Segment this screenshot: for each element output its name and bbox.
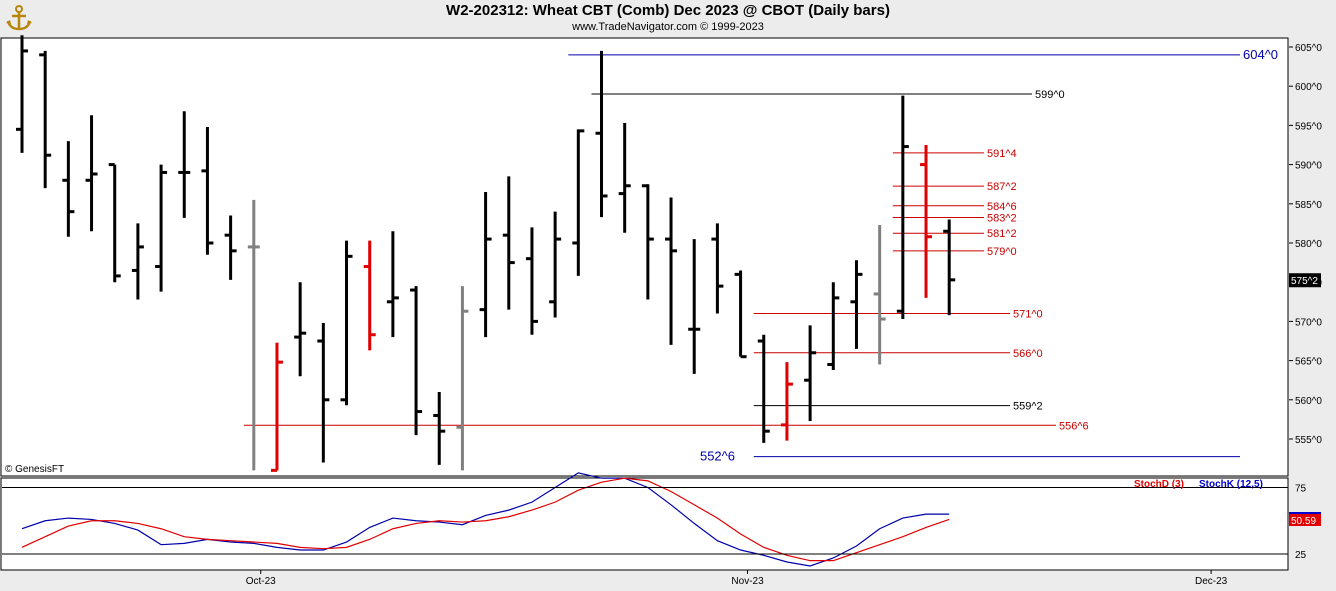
- date-tick-label: Oct-23: [246, 576, 276, 587]
- price-tick-label: 585^0: [1295, 200, 1322, 211]
- legend-stochk: StochK (12,5): [1199, 479, 1263, 490]
- level-label: 579^0: [987, 246, 1017, 258]
- level-label: 587^2: [987, 181, 1017, 193]
- copyright-label: © GenesisFT: [5, 464, 64, 475]
- price-tick-label: 570^0: [1295, 317, 1322, 328]
- level-label: 552^6: [700, 449, 735, 464]
- stochastic-panel: [0, 477, 1289, 571]
- date-axis: Oct-23 Nov-23 Dec-23: [246, 570, 1228, 587]
- chart-subtitle: www.TradeNavigator.com © 1999-2023: [572, 21, 764, 33]
- price-tick-label: 555^0: [1295, 435, 1322, 446]
- price-tick-label: 590^0: [1295, 161, 1322, 172]
- stoch-tick-label: 75: [1295, 484, 1307, 495]
- price-tick-label: 600^0: [1295, 82, 1322, 93]
- price-tick-label: 595^0: [1295, 121, 1322, 132]
- title-bar: W2-202312: Wheat CBT (Comb) Dec 2023 @ C…: [0, 0, 1336, 38]
- price-bars: [16, 35, 956, 472]
- date-tick-label: Nov-23: [731, 576, 764, 587]
- last-price-tag: [1289, 273, 1321, 288]
- date-tick-label: Dec-23: [1195, 576, 1228, 587]
- stoch-line-d: [21, 477, 950, 562]
- level-label: 604^0: [1243, 47, 1278, 62]
- price-panel: [0, 37, 1289, 477]
- chart-title: W2-202312: Wheat CBT (Comb) Dec 2023 @ C…: [446, 2, 890, 19]
- last-price-label: 575^2: [1291, 276, 1318, 287]
- level-label: 581^2: [987, 228, 1017, 240]
- legend-stochd: StochD (3): [1134, 479, 1184, 490]
- price-axis: 605^0600^0595^0590^0585^0580^0575^0570^0…: [1289, 43, 1322, 446]
- price-tick-label: 565^0: [1295, 357, 1322, 368]
- level-label: 559^2: [1013, 401, 1043, 413]
- level-label: 591^4: [987, 148, 1017, 160]
- level-label: 584^6: [987, 201, 1017, 213]
- stochastic-axis: 75 25 50.59: [2, 484, 1321, 561]
- stoch-tick-label: 25: [1295, 550, 1307, 561]
- stoch-line-k: [21, 472, 950, 567]
- level-label: 556^6: [1059, 420, 1089, 432]
- level-label: 571^0: [1013, 309, 1043, 321]
- price-tick-label: 605^0: [1295, 43, 1322, 54]
- level-label: 566^0: [1013, 348, 1043, 360]
- stochastic-lines: [21, 472, 950, 567]
- stoch-last-label: 50.59: [1291, 516, 1316, 527]
- price-tick-label: 580^0: [1295, 239, 1322, 250]
- price-tick-label: 560^0: [1295, 396, 1322, 407]
- anchor-logo-icon: [6, 5, 32, 31]
- level-label: 599^0: [1035, 89, 1065, 101]
- stoch-d-tag: [1289, 514, 1321, 526]
- level-label: 583^2: [987, 213, 1017, 225]
